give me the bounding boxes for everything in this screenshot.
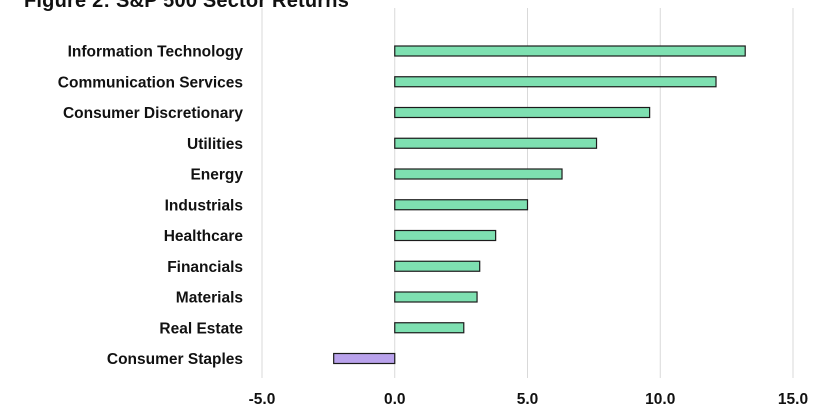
bar-utilities	[394, 137, 598, 149]
category-labels: Information Technology Communication Serv…	[58, 44, 244, 369]
category-label: Communication Services	[58, 74, 243, 91]
category-label: Energy	[190, 167, 243, 184]
category-label: Consumer Discretionary	[63, 105, 243, 122]
chart-title: Figure 2: S&P 500 Sector Returns	[24, 0, 350, 12]
bar-communication-services	[394, 76, 717, 88]
bar-financials	[394, 260, 481, 272]
x-tick-label: -5.0	[249, 391, 276, 408]
bar-real-estate	[394, 322, 465, 334]
bars	[333, 45, 746, 365]
x-tick-label: 15.0	[778, 391, 808, 408]
x-tick-label: 10.0	[645, 391, 675, 408]
x-tick-label: 5.0	[517, 391, 539, 408]
category-label: Utilities	[187, 136, 243, 153]
category-label: Materials	[176, 290, 243, 307]
x-tick-label: 0.0	[384, 391, 406, 408]
bar-healthcare	[394, 229, 497, 242]
bar-consumer-staples	[333, 352, 396, 365]
bar-materials	[394, 291, 478, 303]
category-label: Information Technology	[68, 44, 244, 61]
bar-industrials	[394, 199, 529, 211]
category-label: Consumer Staples	[107, 351, 243, 368]
gridlines	[261, 8, 794, 378]
category-label: Financials	[167, 259, 243, 276]
category-label: Healthcare	[164, 228, 244, 245]
bar-consumer-discretionary	[394, 106, 651, 119]
bar-information-technology	[394, 45, 746, 57]
x-axis-tick-labels: -5.0 0.0 5.0 10.0 15.0	[249, 391, 808, 408]
bar-energy	[394, 168, 563, 180]
category-label: Industrials	[165, 197, 243, 214]
category-label: Real Estate	[159, 320, 243, 337]
